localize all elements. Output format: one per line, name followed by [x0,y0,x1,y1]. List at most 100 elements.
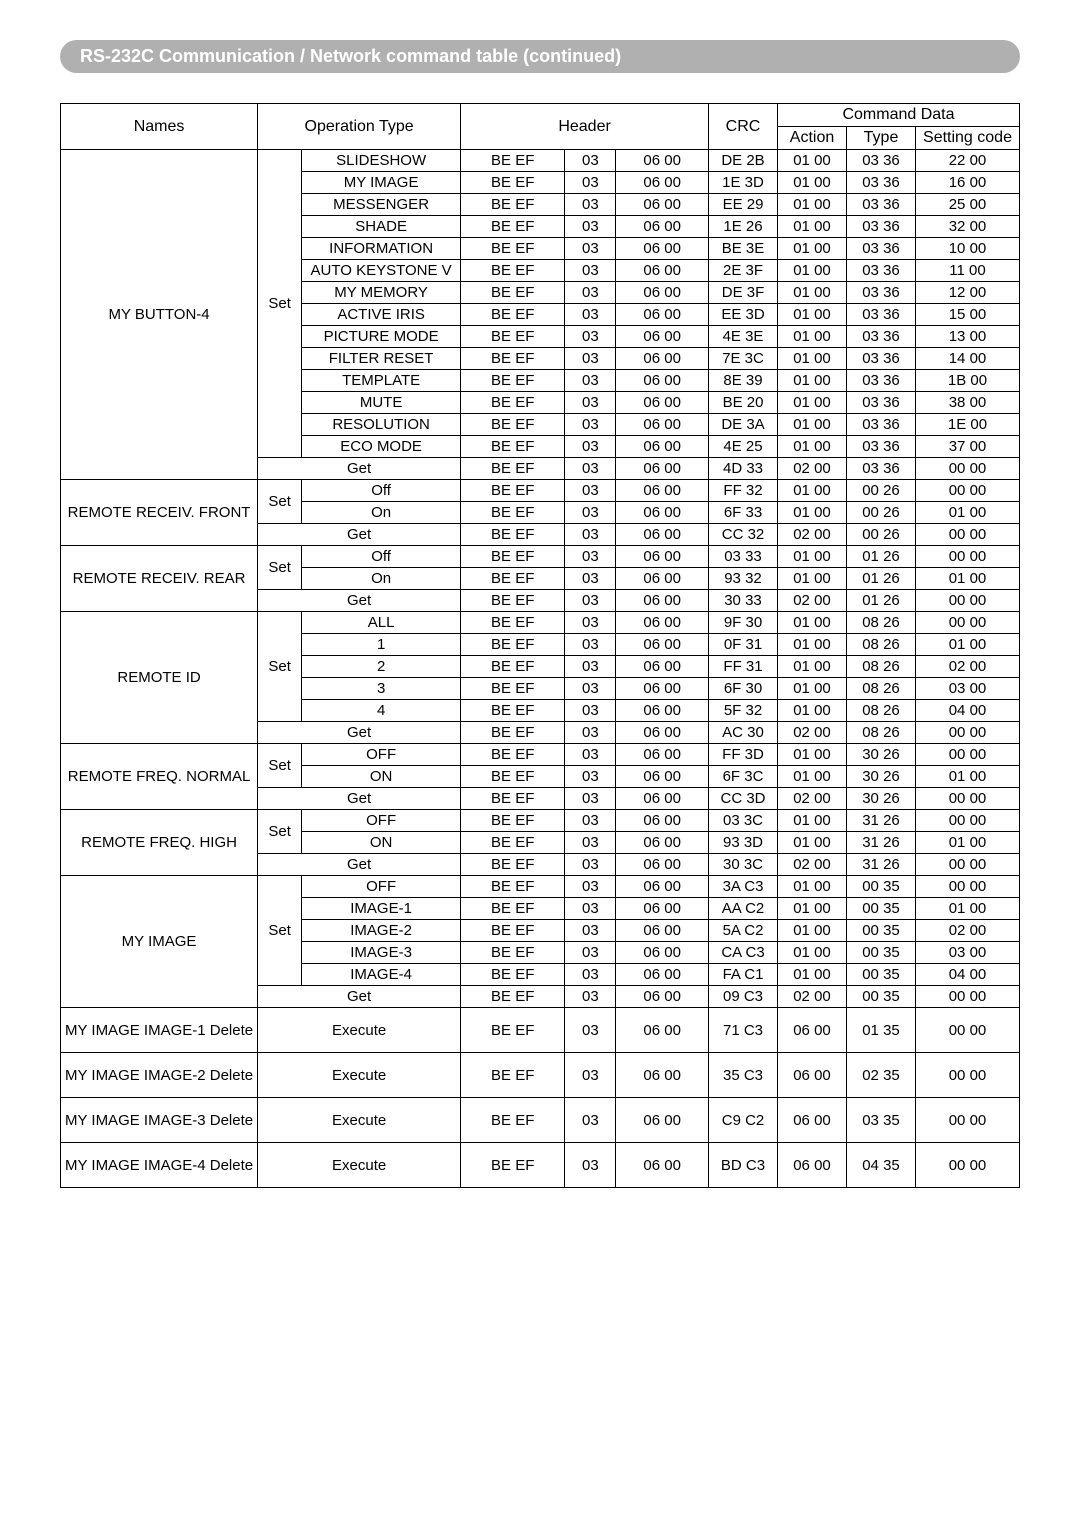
cell-type: 02 35 [847,1053,916,1098]
cell-op-value: IMAGE-1 [302,898,461,920]
header-names: Names [61,104,258,150]
table-row: MY IMAGE IMAGE-3 DeleteExecuteBE EF0306 … [61,1098,1020,1143]
cell-op-value: Get [258,590,461,612]
cell-act: 01 00 [778,634,847,656]
table-row: MY IMAGESetOFFBE EF0306 003A C301 0000 3… [61,876,1020,898]
cell-name: REMOTE RECEIV. REAR [61,546,258,612]
cell-set: 00 00 [916,788,1020,810]
cell-h2: 03 [565,458,616,480]
cell-h1: BE EF [461,1008,565,1053]
cell-set: 16 00 [916,172,1020,194]
cell-op-value: Get [258,722,461,744]
cell-h2: 03 [565,546,616,568]
cell-op-type: Set [258,876,302,986]
table-row: REMOTE FREQ. HIGHSetOFFBE EF0306 0003 3C… [61,810,1020,832]
cell-op-type: Set [258,150,302,458]
cell-type: 03 36 [847,414,916,436]
cell-act: 01 00 [778,700,847,722]
cell-set: 00 00 [916,1098,1020,1143]
cell-h1: BE EF [461,590,565,612]
cell-op-value: ON [302,832,461,854]
cell-op-value: MESSENGER [302,194,461,216]
cell-h2: 03 [565,370,616,392]
cell-h3: 06 00 [616,260,709,282]
cell-h1: BE EF [461,458,565,480]
cell-h1: BE EF [461,854,565,876]
cell-set: 22 00 [916,150,1020,172]
cell-h1: BE EF [461,810,565,832]
cell-h1: BE EF [461,282,565,304]
cell-h3: 06 00 [616,700,709,722]
cell-crc: DE 3F [709,282,778,304]
cell-act: 01 00 [778,480,847,502]
cell-type: 03 36 [847,238,916,260]
cell-op-value: OFF [302,744,461,766]
cell-crc: 4D 33 [709,458,778,480]
cell-set: 01 00 [916,502,1020,524]
cell-h3: 06 00 [616,810,709,832]
cell-op-value: On [302,502,461,524]
cell-h1: BE EF [461,480,565,502]
table-header: Names Operation Type Header CRC Command … [61,104,1020,150]
cell-h1: BE EF [461,216,565,238]
cell-h2: 03 [565,150,616,172]
cell-op-type: Set [258,612,302,722]
cell-h2: 03 [565,238,616,260]
cell-h2: 03 [565,282,616,304]
cell-set: 1B 00 [916,370,1020,392]
cell-set: 01 00 [916,898,1020,920]
cell-h1: BE EF [461,348,565,370]
cell-h2: 03 [565,480,616,502]
cell-crc: FF 32 [709,480,778,502]
cell-act: 01 00 [778,414,847,436]
cell-crc: EE 3D [709,304,778,326]
cell-name: MY IMAGE [61,876,258,1008]
cell-type: 30 26 [847,744,916,766]
cell-op-value: Off [302,480,461,502]
cell-act: 01 00 [778,964,847,986]
cell-act: 01 00 [778,260,847,282]
header-operation: Operation Type [258,104,461,150]
cell-act: 01 00 [778,546,847,568]
cell-set: 00 00 [916,612,1020,634]
cell-h3: 06 00 [616,436,709,458]
cell-op-value: ON [302,766,461,788]
table-row: REMOTE RECEIV. REARSetOffBE EF0306 0003 … [61,546,1020,568]
cell-h3: 06 00 [616,304,709,326]
cell-type: 00 26 [847,480,916,502]
cell-set: 00 00 [916,854,1020,876]
cell-h2: 03 [565,612,616,634]
cell-crc: 1E 3D [709,172,778,194]
cell-h1: BE EF [461,568,565,590]
cell-h2: 03 [565,502,616,524]
cell-crc: 09 C3 [709,986,778,1008]
cell-h3: 06 00 [616,194,709,216]
cell-act: 01 00 [778,282,847,304]
cell-h2: 03 [565,898,616,920]
cell-crc: 0F 31 [709,634,778,656]
cell-op-value: IMAGE-3 [302,942,461,964]
cell-act: 01 00 [778,172,847,194]
cell-type: 03 36 [847,194,916,216]
cell-crc: 4E 3E [709,326,778,348]
cell-set: 04 00 [916,700,1020,722]
cell-h3: 06 00 [616,590,709,612]
cell-h3: 06 00 [616,1008,709,1053]
cell-act: 01 00 [778,194,847,216]
cell-crc: 35 C3 [709,1053,778,1098]
cell-act: 01 00 [778,920,847,942]
cell-h1: BE EF [461,150,565,172]
cell-crc: 6F 3C [709,766,778,788]
cell-act: 02 00 [778,458,847,480]
cell-act: 01 00 [778,766,847,788]
cell-h1: BE EF [461,1143,565,1188]
cell-h1: BE EF [461,986,565,1008]
cell-type: 03 36 [847,370,916,392]
cell-op-value: 1 [302,634,461,656]
cell-set: 00 00 [916,458,1020,480]
cell-crc: 30 33 [709,590,778,612]
cell-op-value: AUTO KEYSTONE V [302,260,461,282]
cell-set: 00 00 [916,1143,1020,1188]
cell-set: 04 00 [916,964,1020,986]
cell-type: 00 35 [847,986,916,1008]
